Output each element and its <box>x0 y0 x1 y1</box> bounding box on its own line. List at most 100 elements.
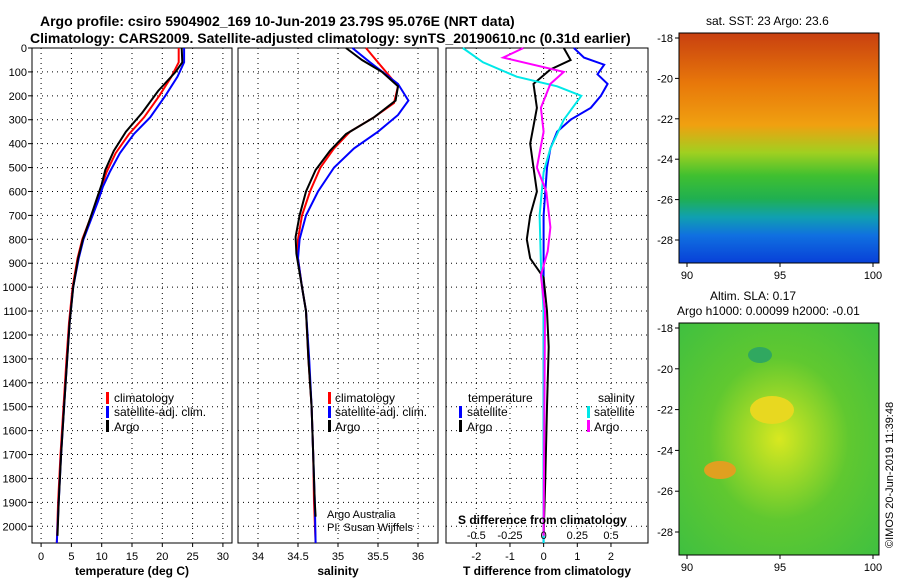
title-line-1: Argo profile: csiro 5904902_169 10-Jun-2… <box>40 13 515 29</box>
x-tick-label: 1 <box>574 551 580 563</box>
x-tick-label: 34 <box>252 551 264 563</box>
depth-tick-label: 500 <box>9 163 27 175</box>
depth-tick-label: 1300 <box>3 354 27 366</box>
map-axes: -18 -20 -22 -24 -26 -28 90 95 100 -18 -20 -22 -24 -26… <box>657 33 882 574</box>
x-axis-label: salinity <box>317 564 359 578</box>
depth-tick-label: 100 <box>9 67 27 79</box>
series-line-t-argo <box>525 47 573 536</box>
legend-swatch-argo <box>328 420 331 432</box>
legend-s-argo: Argo <box>594 420 620 434</box>
title-line-2: Climatology: CARS2009. Satellite-adjuste… <box>30 30 631 46</box>
sst-map-title: sat. SST: 23 Argo: 23.6 <box>706 14 829 28</box>
depth-tick-label: 1800 <box>3 473 27 485</box>
sla-map-frame <box>678 322 880 556</box>
x-tick-label: 35 <box>332 551 344 563</box>
depth-tick-label: 1500 <box>3 402 27 414</box>
map-lat-label: -20 <box>657 364 673 376</box>
depth-tick-label: 2000 <box>3 521 27 533</box>
legend-satellite: satellite-adj. clim. <box>335 405 427 419</box>
map-lon-label: 90 <box>681 270 693 282</box>
map-lat-label: -28 <box>657 235 673 247</box>
s-tick-label: -0.5 <box>467 530 486 542</box>
series-line-satellite-adj-clim- <box>55 48 186 544</box>
depth-tick-label: 1400 <box>3 378 27 390</box>
depth-tick-label: 1900 <box>3 497 27 509</box>
depth-tick-label: 1600 <box>3 426 27 438</box>
x-tick-label: 10 <box>96 551 108 563</box>
depth-tick-label: 0 <box>21 43 27 55</box>
legend-argo: Argo <box>335 420 361 434</box>
map-lat-label: -24 <box>657 445 673 457</box>
legend-temperature-heading: temperature <box>468 391 533 405</box>
s-tick-label: 0 <box>541 530 547 542</box>
x-tick-label: 0 <box>541 551 547 563</box>
x-tick-label: -2 <box>471 551 481 563</box>
legend-t-satellite: satellite <box>467 405 508 419</box>
depth-tick-label: 300 <box>9 115 27 127</box>
map-lat-label: -18 <box>657 323 673 335</box>
series-line-t-satellite <box>542 47 609 543</box>
sla-high-anomaly <box>750 396 794 424</box>
legend-climatology: climatology <box>335 391 395 405</box>
x-tick-label: 2 <box>608 551 614 563</box>
legend-swatch-s-argo <box>587 420 590 432</box>
temperature-panel: 0 5 10 15 20 25 30 temperature (deg C) <box>31 47 233 578</box>
map-lon-label: 95 <box>774 270 786 282</box>
legend-salinity-heading: salinity <box>598 391 635 405</box>
depth-tick-label: 1700 <box>3 450 27 462</box>
x-axis-label: temperature (deg C) <box>75 564 189 578</box>
series-line-s-argo <box>500 47 566 536</box>
x-tick-label: 15 <box>126 551 138 563</box>
legend-swatch-t-argo <box>459 420 462 432</box>
map-lat-label: -20 <box>657 73 673 85</box>
map-lat-label: -22 <box>657 405 673 417</box>
s-tick-label: 0.25 <box>567 530 588 542</box>
s-tick-label: 0.5 <box>603 530 618 542</box>
map-lat-label: -26 <box>657 195 673 207</box>
panel-frame <box>445 47 649 544</box>
legend-swatch-s-satellite <box>587 406 590 418</box>
legend-swatch-climatology <box>328 392 331 404</box>
series-line-climatology <box>55 48 180 544</box>
map-lat-label: -28 <box>657 527 673 539</box>
panel-frame <box>237 47 439 544</box>
legend-swatch-climatology <box>106 392 109 404</box>
map-lon-label: 100 <box>864 562 882 574</box>
x-tick-label: 30 <box>217 551 229 563</box>
sst-map: sat. SST: 23 Argo: 23.6 <box>678 14 880 264</box>
x-tick-label: -1 <box>505 551 515 563</box>
x-tick-label: 34.5 <box>287 551 308 563</box>
credit-argo-australia: Argo Australia <box>327 509 396 521</box>
map-lat-label: -22 <box>657 114 673 126</box>
panel-frame <box>31 47 233 544</box>
series-line-s-satellite <box>462 47 583 543</box>
difference-legend: temperature satellite Argo salinity sate… <box>459 391 635 434</box>
depth-tick-label: 200 <box>9 91 27 103</box>
depth-tick-label: 900 <box>9 258 27 270</box>
map-lon-label: 95 <box>774 562 786 574</box>
x-tick-label: 25 <box>186 551 198 563</box>
x-axis-label: T difference from climatology <box>463 564 631 578</box>
legend-argo: Argo <box>114 420 140 434</box>
map-lat-label: -24 <box>657 154 673 166</box>
sst-field <box>679 33 879 263</box>
depth-tick-label: 400 <box>9 139 27 151</box>
legend-t-argo: Argo <box>467 420 493 434</box>
difference-panel: -2 -1 0 1 2T difference from climatology <box>445 47 649 578</box>
legend-s-satellite: satellite <box>594 405 635 419</box>
x-tick-label: 35.5 <box>367 551 388 563</box>
legend-climatology: climatology <box>114 391 174 405</box>
map-lon-label: 90 <box>681 562 693 574</box>
x-tick-label: 36 <box>412 551 424 563</box>
depth-tick-label: 600 <box>9 186 27 198</box>
timestamp: ©IMOS 20-Jun-2019 11:39:48 <box>884 402 896 548</box>
salinity-legend: climatology satellite-adj. clim. Argo <box>328 391 427 434</box>
s-difference-label: S difference from climatology <box>458 513 627 527</box>
x-tick-label: 20 <box>156 551 168 563</box>
sla-map: Altim. SLA: 0.17 Argo h1000: 0.00099 h20… <box>677 289 880 556</box>
depth-tick-label: 1200 <box>3 330 27 342</box>
salinity-panel: 34 34.5 35 35.5 36 salinity <box>237 47 439 578</box>
sla-map-title-2: Argo h1000: 0.00099 h2000: -0.01 <box>677 304 860 318</box>
map-lon-label: 100 <box>864 270 882 282</box>
